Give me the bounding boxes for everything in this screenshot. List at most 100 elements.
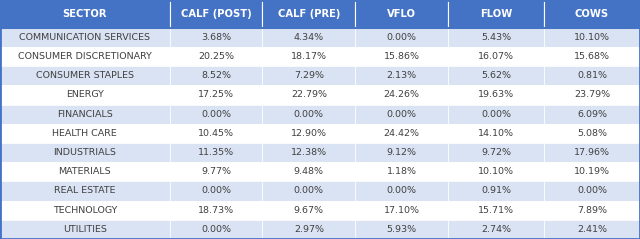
Bar [170, 28, 262, 47]
Bar [262, 0, 355, 28]
Text: 16.07%: 16.07% [478, 52, 514, 61]
Text: 17.96%: 17.96% [574, 148, 610, 157]
Bar [448, 220, 544, 239]
Bar [448, 162, 544, 181]
Text: 24.26%: 24.26% [383, 91, 420, 99]
Text: MATERIALS: MATERIALS [58, 167, 111, 176]
Bar [448, 143, 544, 162]
Bar [170, 47, 262, 66]
Bar [448, 124, 544, 143]
Text: 20.25%: 20.25% [198, 52, 234, 61]
Bar [544, 124, 640, 143]
Bar [544, 47, 640, 66]
Text: ENERGY: ENERGY [66, 91, 104, 99]
Text: 0.00%: 0.00% [201, 186, 231, 196]
Text: 0.00%: 0.00% [577, 186, 607, 196]
Bar [262, 105, 355, 124]
Text: 0.81%: 0.81% [577, 71, 607, 80]
Text: CALF (PRE): CALF (PRE) [278, 9, 340, 19]
Text: 0.00%: 0.00% [294, 186, 324, 196]
Bar [170, 0, 262, 28]
Bar [544, 220, 640, 239]
Text: 17.10%: 17.10% [383, 206, 420, 215]
Bar [544, 201, 640, 220]
Bar [170, 220, 262, 239]
Bar [544, 143, 640, 162]
Bar [0, 28, 170, 47]
Text: FLOW: FLOW [480, 9, 512, 19]
Text: 5.08%: 5.08% [577, 129, 607, 138]
Text: 23.79%: 23.79% [574, 91, 610, 99]
Text: 10.45%: 10.45% [198, 129, 234, 138]
Text: SECTOR: SECTOR [63, 9, 107, 19]
Bar [448, 66, 544, 85]
Text: 0.00%: 0.00% [201, 110, 231, 119]
Text: 0.91%: 0.91% [481, 186, 511, 196]
Bar [262, 47, 355, 66]
Bar [262, 124, 355, 143]
Text: INDUSTRIALS: INDUSTRIALS [53, 148, 116, 157]
Text: FINANCIALS: FINANCIALS [57, 110, 113, 119]
Bar [170, 201, 262, 220]
Text: 15.71%: 15.71% [478, 206, 514, 215]
Text: COMMUNICATION SERVICES: COMMUNICATION SERVICES [19, 33, 150, 42]
Bar [355, 0, 448, 28]
Bar [0, 143, 170, 162]
Bar [262, 85, 355, 105]
Text: 4.34%: 4.34% [294, 33, 324, 42]
Text: 14.10%: 14.10% [478, 129, 514, 138]
Bar [262, 28, 355, 47]
Text: VFLO: VFLO [387, 9, 416, 19]
Text: COWS: COWS [575, 9, 609, 19]
Text: 0.00%: 0.00% [387, 186, 417, 196]
Text: 0.00%: 0.00% [387, 33, 417, 42]
Bar [0, 162, 170, 181]
Bar [355, 105, 448, 124]
Bar [544, 162, 640, 181]
Text: CALF (POST): CALF (POST) [180, 9, 252, 19]
Bar [262, 220, 355, 239]
Text: CONSUMER DISCRETIONARY: CONSUMER DISCRETIONARY [18, 52, 152, 61]
Bar [170, 181, 262, 201]
Text: 5.93%: 5.93% [387, 225, 417, 234]
Text: 1.18%: 1.18% [387, 167, 417, 176]
Bar [448, 105, 544, 124]
Text: 0.00%: 0.00% [387, 110, 417, 119]
Bar [0, 201, 170, 220]
Text: 2.97%: 2.97% [294, 225, 324, 234]
Text: 17.25%: 17.25% [198, 91, 234, 99]
Text: 8.52%: 8.52% [201, 71, 231, 80]
Bar [355, 162, 448, 181]
Text: 9.72%: 9.72% [481, 148, 511, 157]
Text: TECHNOLOGY: TECHNOLOGY [52, 206, 117, 215]
Bar [544, 0, 640, 28]
Bar [355, 181, 448, 201]
Bar [355, 47, 448, 66]
Text: 9.77%: 9.77% [201, 167, 231, 176]
Bar [170, 124, 262, 143]
Text: 0.00%: 0.00% [481, 110, 511, 119]
Text: HEALTH CARE: HEALTH CARE [52, 129, 117, 138]
Bar [170, 105, 262, 124]
Text: 18.17%: 18.17% [291, 52, 327, 61]
Bar [0, 66, 170, 85]
Bar [262, 181, 355, 201]
Bar [355, 66, 448, 85]
Text: 9.67%: 9.67% [294, 206, 324, 215]
Text: 7.89%: 7.89% [577, 206, 607, 215]
Text: 10.10%: 10.10% [478, 167, 514, 176]
Bar [0, 124, 170, 143]
Text: 15.68%: 15.68% [574, 52, 610, 61]
Text: 9.48%: 9.48% [294, 167, 324, 176]
Bar [355, 124, 448, 143]
Bar [544, 28, 640, 47]
Text: 5.62%: 5.62% [481, 71, 511, 80]
Bar [0, 47, 170, 66]
Bar [448, 47, 544, 66]
Text: 12.90%: 12.90% [291, 129, 327, 138]
Bar [0, 0, 170, 28]
Text: 10.10%: 10.10% [574, 33, 610, 42]
Text: 0.00%: 0.00% [201, 225, 231, 234]
Text: 11.35%: 11.35% [198, 148, 234, 157]
Text: 24.42%: 24.42% [383, 129, 420, 138]
